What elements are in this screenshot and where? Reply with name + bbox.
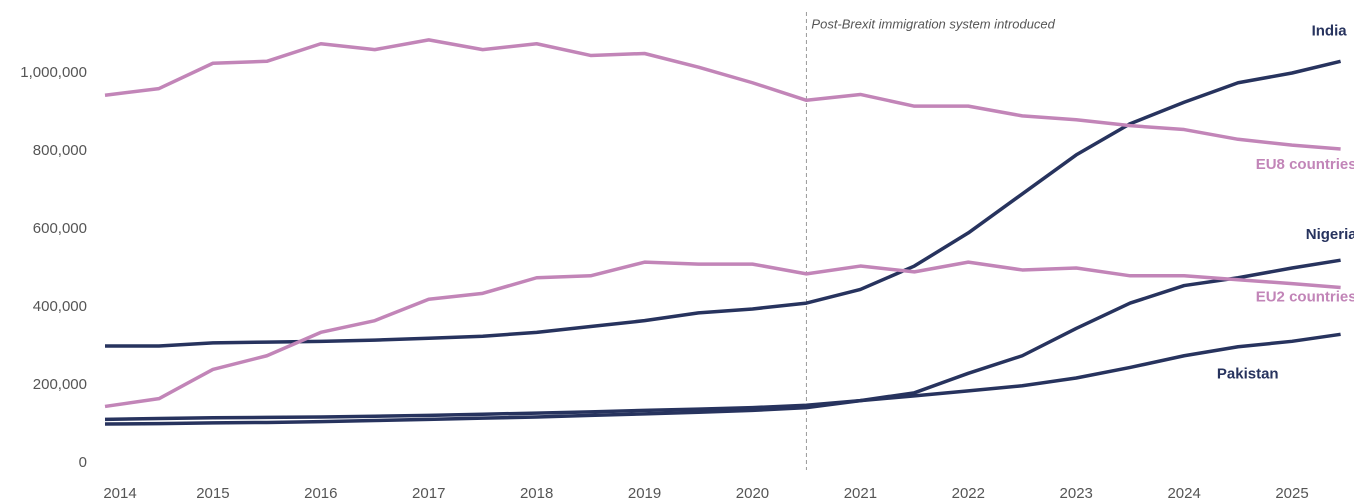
series-label: EU2 countries [1256, 288, 1354, 305]
x-tick-label: 2025 [1275, 485, 1308, 502]
x-tick-label: 2015 [196, 485, 229, 502]
x-tick-label: 2021 [844, 485, 877, 502]
series-line [104, 332, 1341, 426]
series-line [104, 38, 1341, 151]
series-line [105, 59, 1342, 348]
annotation: Post-Brexit immigration system introduce… [811, 16, 1055, 31]
x-tick-label: 2018 [520, 485, 553, 502]
x-tick-label: 2014 [103, 485, 136, 502]
x-tick-label: 2023 [1060, 485, 1093, 502]
x-tick-label: 2024 [1167, 485, 1200, 502]
x-tick-label: 2017 [412, 485, 445, 502]
series-label: EU8 countries [1256, 156, 1354, 173]
y-tick-label: 1,000,000 [20, 64, 87, 81]
series-line [104, 260, 1341, 409]
series-line [104, 258, 1341, 422]
series-label: Pakistan [1217, 365, 1279, 382]
x-tick-label: 2019 [628, 485, 661, 502]
series-label: Nigeria [1306, 226, 1354, 243]
y-tick-label: 400,000 [33, 298, 87, 315]
y-tick-label: 0 [79, 454, 87, 471]
series-label: India [1312, 22, 1348, 39]
y-tick-label: 200,000 [33, 376, 87, 393]
x-tick-label: 2020 [736, 485, 769, 502]
y-tick-label: 600,000 [33, 220, 87, 237]
x-tick-label: 2022 [952, 485, 985, 502]
x-tick-label: 2016 [304, 485, 337, 502]
y-tick-label: 800,000 [33, 142, 87, 159]
